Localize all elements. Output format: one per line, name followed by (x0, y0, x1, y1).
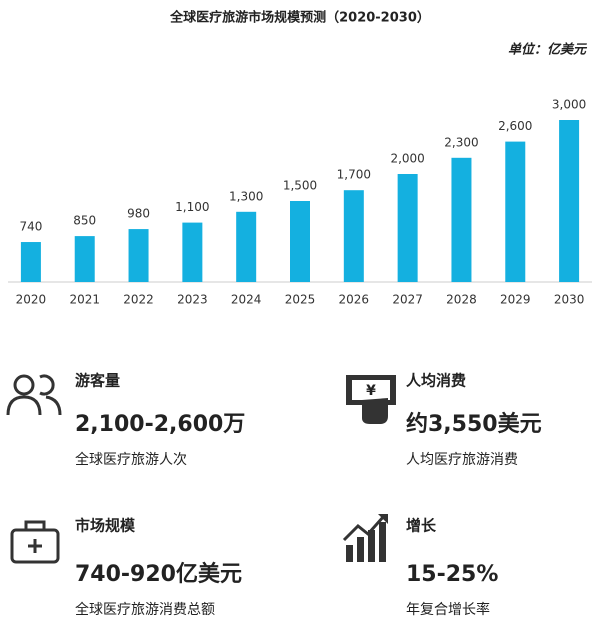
stat-label: 增长 (406, 517, 437, 535)
growth-icon (342, 514, 388, 562)
x-tick-label: 2029 (500, 293, 531, 307)
stat-value: 2,100-2,600万 (75, 412, 245, 437)
spending-icon: ¥ (346, 375, 396, 424)
bar (290, 201, 310, 282)
svg-text:¥: ¥ (366, 383, 376, 399)
stat-label: 游客量 (75, 372, 120, 390)
x-tick-label: 2025 (285, 293, 316, 307)
visitors-icon (6, 374, 62, 416)
bar (20, 242, 41, 282)
x-tick-label: 2022 (123, 293, 154, 307)
value-label: 2,000 (390, 152, 424, 166)
value-label: 1,700 (337, 168, 371, 182)
bar (505, 141, 526, 282)
stat-value: 约3,550美元 (406, 411, 542, 437)
stat-value: 15-25% (406, 562, 498, 587)
bar (559, 120, 580, 282)
value-label: 1,100 (175, 200, 209, 214)
value-label: 980 (127, 207, 150, 221)
value-label: 740 (19, 220, 42, 234)
value-label: 1,500 (283, 179, 317, 193)
bar (128, 229, 149, 282)
x-tick-label: 2027 (392, 293, 423, 307)
unit-label: 单位：亿美元 (508, 42, 588, 58)
stat-label: 人均消费 (406, 372, 466, 390)
stat-desc: 年复合增长率 (406, 601, 490, 618)
x-tick-label: 2020 (16, 293, 47, 307)
market-icon (10, 520, 60, 564)
bar (236, 211, 257, 282)
x-tick-label: 2030 (554, 293, 585, 307)
stat-desc: 全球医疗旅游人次 (75, 451, 187, 468)
bar (343, 190, 364, 282)
x-tick-label: 2026 (339, 293, 370, 307)
bar (397, 174, 418, 282)
value-label: 3,000 (552, 98, 586, 112)
bar (451, 157, 472, 282)
value-label: 1,300 (229, 189, 263, 203)
value-label: 850 (73, 214, 96, 228)
value-label: 2,300 (444, 135, 478, 149)
bar (74, 236, 95, 282)
stat-desc: 人均医疗旅游消费 (406, 452, 518, 468)
x-tick-label: 2021 (69, 293, 100, 307)
x-tick-label: 2023 (177, 293, 208, 307)
chart-title: 全球医疗旅游市场规模预测（2020-2030） (169, 10, 430, 26)
stat-value: 740-920亿美元 (75, 561, 242, 587)
stat-desc: 全球医疗旅游消费总额 (75, 601, 215, 618)
stat-label: 市场规模 (75, 517, 136, 535)
x-tick-label: 2024 (231, 293, 262, 307)
value-label: 2,600 (498, 119, 532, 133)
x-tick-label: 2028 (446, 293, 477, 307)
bar (182, 222, 203, 282)
